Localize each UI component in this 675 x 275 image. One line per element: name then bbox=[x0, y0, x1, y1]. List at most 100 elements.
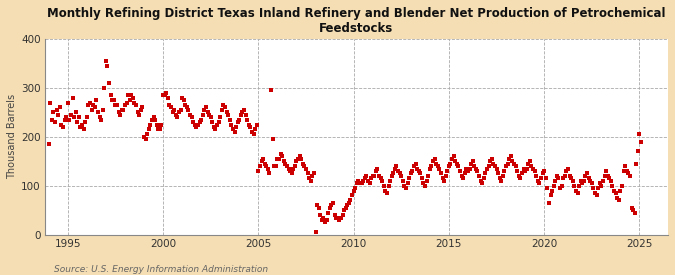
Point bbox=[453, 164, 464, 168]
Point bbox=[102, 64, 113, 68]
Point bbox=[509, 161, 520, 166]
Point bbox=[385, 178, 396, 183]
Point bbox=[367, 174, 378, 178]
Point bbox=[83, 103, 94, 107]
Point bbox=[107, 98, 117, 102]
Point bbox=[267, 137, 278, 141]
Point bbox=[47, 117, 57, 122]
Point bbox=[618, 169, 629, 173]
Point bbox=[217, 108, 227, 112]
Point bbox=[347, 193, 358, 198]
Point bbox=[256, 159, 267, 163]
Point bbox=[489, 164, 500, 168]
Point bbox=[293, 156, 304, 161]
Point bbox=[401, 186, 412, 190]
Point bbox=[356, 181, 367, 185]
Point bbox=[145, 122, 156, 127]
Point bbox=[329, 213, 340, 217]
Point bbox=[183, 108, 194, 112]
Point bbox=[55, 105, 65, 110]
Point bbox=[335, 215, 346, 220]
Point bbox=[572, 191, 583, 195]
Point bbox=[354, 181, 365, 185]
Point bbox=[415, 171, 426, 176]
Point bbox=[596, 183, 607, 188]
Point bbox=[620, 164, 630, 168]
Point bbox=[170, 112, 181, 117]
Point bbox=[455, 169, 466, 173]
Point bbox=[399, 183, 410, 188]
Point bbox=[359, 176, 370, 181]
Point bbox=[64, 117, 75, 122]
Point bbox=[428, 159, 439, 163]
Point bbox=[404, 176, 414, 181]
Point bbox=[259, 161, 270, 166]
Point bbox=[352, 181, 362, 185]
Point bbox=[273, 156, 284, 161]
Point bbox=[50, 120, 61, 124]
Point bbox=[421, 178, 432, 183]
Point bbox=[568, 178, 578, 183]
Point bbox=[269, 164, 279, 168]
Point bbox=[128, 95, 138, 100]
Point bbox=[612, 196, 622, 200]
Point bbox=[219, 105, 230, 110]
Point bbox=[251, 122, 262, 127]
Point bbox=[191, 125, 202, 129]
Point bbox=[142, 132, 153, 136]
Point bbox=[196, 117, 207, 122]
Point bbox=[161, 90, 171, 95]
Point bbox=[67, 95, 78, 100]
Point bbox=[493, 171, 504, 176]
Point bbox=[535, 176, 546, 181]
Point bbox=[393, 169, 404, 173]
Point bbox=[447, 156, 458, 161]
Point bbox=[99, 86, 110, 90]
Point bbox=[550, 178, 561, 183]
Point bbox=[426, 164, 437, 168]
Point bbox=[237, 110, 248, 114]
Point bbox=[629, 210, 640, 215]
Point bbox=[526, 164, 537, 168]
Point bbox=[156, 122, 167, 127]
Point bbox=[521, 166, 532, 171]
Point bbox=[461, 166, 472, 171]
Point bbox=[78, 127, 89, 132]
Point bbox=[246, 130, 257, 134]
Point bbox=[221, 110, 232, 114]
Point bbox=[232, 120, 243, 124]
Point bbox=[308, 171, 319, 176]
Point bbox=[539, 169, 549, 173]
Point bbox=[180, 103, 190, 107]
Point bbox=[396, 174, 406, 178]
Point bbox=[574, 183, 585, 188]
Point bbox=[281, 164, 292, 168]
Point bbox=[334, 218, 345, 222]
Point bbox=[624, 174, 635, 178]
Point bbox=[205, 115, 216, 119]
Point bbox=[434, 166, 445, 171]
Point bbox=[277, 154, 288, 159]
Point bbox=[515, 176, 526, 181]
Point bbox=[294, 154, 305, 159]
Point bbox=[188, 120, 198, 124]
Point bbox=[317, 218, 327, 222]
Point bbox=[599, 174, 610, 178]
Point bbox=[542, 186, 553, 190]
Point bbox=[577, 181, 588, 185]
Point bbox=[597, 178, 608, 183]
Point bbox=[148, 115, 159, 119]
Point bbox=[607, 183, 618, 188]
Point bbox=[545, 193, 556, 198]
Point bbox=[283, 166, 294, 171]
Point bbox=[65, 112, 76, 117]
Point bbox=[510, 164, 521, 168]
Point bbox=[337, 213, 348, 217]
Point bbox=[488, 161, 499, 166]
Point bbox=[388, 171, 399, 176]
Point bbox=[121, 100, 132, 105]
Point bbox=[494, 176, 505, 181]
Point bbox=[623, 171, 634, 176]
Point bbox=[512, 169, 522, 173]
Point bbox=[372, 166, 383, 171]
